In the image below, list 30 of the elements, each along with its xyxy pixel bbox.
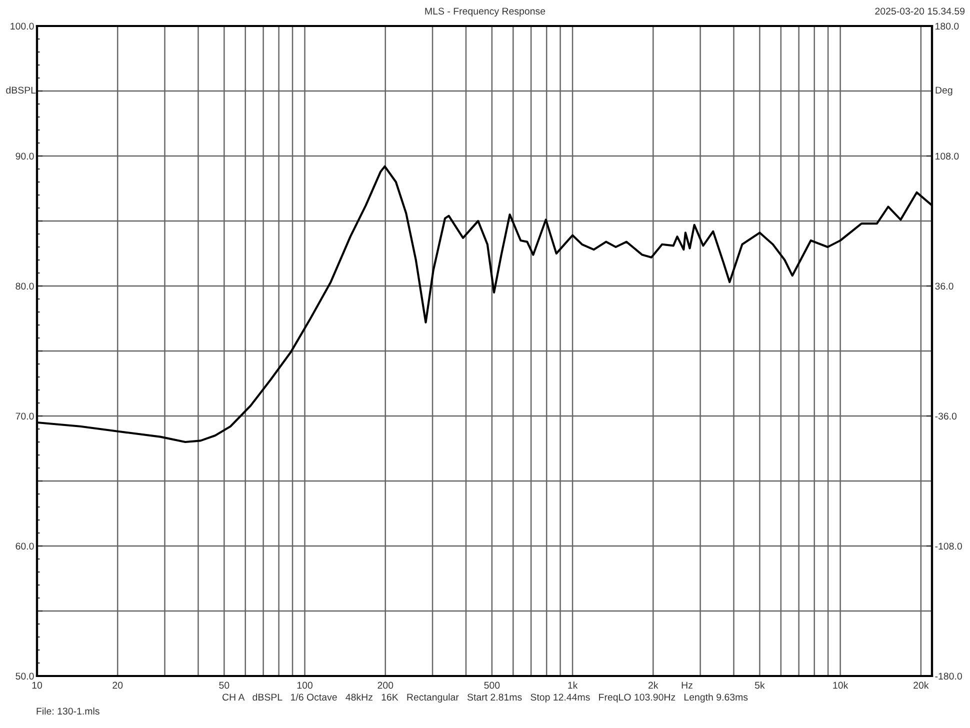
- x-tick-label: 20k: [914, 682, 929, 689]
- x-tick-label: 50: [219, 682, 230, 689]
- y2-tick-label: 36.0: [935, 282, 954, 290]
- x-tick-label: 5k: [754, 682, 765, 689]
- x-tick-label: 10k: [833, 682, 848, 689]
- x-tick-label: 20: [112, 682, 123, 689]
- x-tick-label: 1k: [568, 682, 578, 689]
- y2-tick-label: -36.0: [935, 412, 957, 420]
- text: File: 130-1.mls: [36, 707, 100, 715]
- y-tick-label: 70.0: [16, 412, 34, 420]
- y2-tick-label: -180.0: [935, 672, 962, 680]
- y-tick-label: 60.0: [16, 542, 34, 550]
- y2-axis-title: Deg: [936, 86, 952, 96]
- y2-tick-label: 180.0: [936, 22, 959, 30]
- x-axis-title: Hz: [682, 682, 692, 689]
- text: 2025-03-20 15.34.59: [875, 8, 965, 15]
- x-tick-label: 200: [378, 682, 394, 689]
- x-tick-label: 500: [484, 682, 500, 689]
- x-tick-label: 10: [32, 682, 42, 689]
- y-tick-label: 90.0: [16, 152, 34, 160]
- chart-title: MLS - Frequency Response: [425, 8, 546, 17]
- y-tick-label: 80.0: [16, 282, 34, 290]
- y-tick-label: 50.0: [16, 672, 34, 680]
- y2-tick-label: 108.0: [936, 152, 959, 160]
- x-tick-label: 100: [297, 682, 312, 689]
- x-tick-label: 2k: [648, 682, 658, 689]
- y-axis-title: dBSPL: [6, 86, 36, 94]
- text: CH A dBSPL 1/6 Octave 48kHz 16K Rectangular Start 2.81ms Stop 12.44ms FreqLO 103.90Hz Length 9.63ms: [222, 693, 748, 703]
- y2-tick-label: -108.0: [935, 542, 962, 550]
- y-tick-label: 100.0: [10, 22, 34, 30]
